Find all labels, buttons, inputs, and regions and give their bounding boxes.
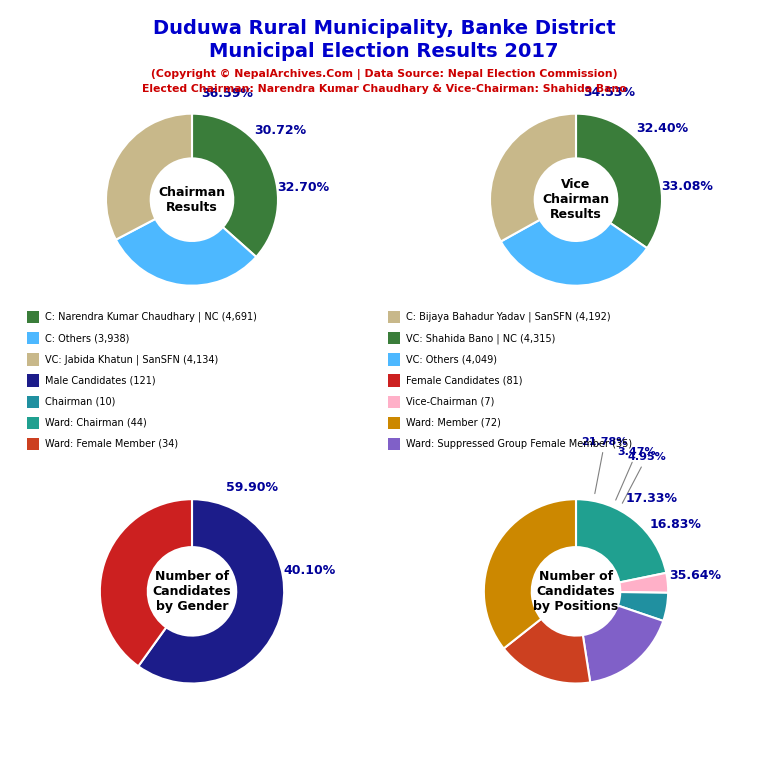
Wedge shape: [501, 220, 647, 286]
Wedge shape: [576, 114, 662, 248]
Wedge shape: [504, 619, 591, 684]
Text: 36.59%: 36.59%: [201, 87, 253, 100]
Text: Male Candidates (121): Male Candidates (121): [45, 376, 155, 386]
Text: 16.83%: 16.83%: [649, 518, 701, 531]
Text: C: Narendra Kumar Chaudhary | NC (4,691): C: Narendra Kumar Chaudhary | NC (4,691): [45, 312, 257, 323]
Wedge shape: [484, 499, 576, 648]
Text: Chairman
Results: Chairman Results: [158, 186, 226, 214]
Text: Female Candidates (81): Female Candidates (81): [406, 376, 522, 386]
Text: 4.95%: 4.95%: [622, 452, 666, 503]
Wedge shape: [490, 114, 576, 241]
Text: VC: Jabida Khatun | SanSFN (4,134): VC: Jabida Khatun | SanSFN (4,134): [45, 354, 218, 365]
Text: 59.90%: 59.90%: [226, 481, 278, 494]
Text: Ward: Female Member (34): Ward: Female Member (34): [45, 439, 177, 449]
Text: C: Others (3,938): C: Others (3,938): [45, 333, 129, 343]
Text: 21.78%: 21.78%: [581, 437, 628, 494]
Wedge shape: [619, 573, 668, 593]
Text: Vice-Chairman (7): Vice-Chairman (7): [406, 396, 494, 407]
Text: Duduwa Rural Municipality, Banke District: Duduwa Rural Municipality, Banke Distric…: [153, 19, 615, 38]
Text: 35.64%: 35.64%: [669, 568, 720, 581]
Text: Number of
Candidates
by Gender: Number of Candidates by Gender: [153, 570, 231, 613]
Wedge shape: [138, 499, 284, 684]
Text: VC: Others (4,049): VC: Others (4,049): [406, 354, 496, 365]
Text: 17.33%: 17.33%: [625, 492, 677, 505]
Text: C: Bijaya Bahadur Yadav | SanSFN (4,192): C: Bijaya Bahadur Yadav | SanSFN (4,192): [406, 312, 610, 323]
Text: Municipal Election Results 2017: Municipal Election Results 2017: [209, 42, 559, 61]
Wedge shape: [618, 592, 668, 621]
Text: Number of
Candidates
by Positions: Number of Candidates by Positions: [533, 570, 619, 613]
Wedge shape: [192, 114, 278, 257]
Text: 34.53%: 34.53%: [583, 86, 635, 99]
Text: Vice
Chairman
Results: Vice Chairman Results: [542, 178, 610, 221]
Text: VC: Shahida Bano | NC (4,315): VC: Shahida Bano | NC (4,315): [406, 333, 554, 343]
Text: (Copyright © NepalArchives.Com | Data Source: Nepal Election Commission): (Copyright © NepalArchives.Com | Data So…: [151, 69, 617, 80]
Wedge shape: [576, 499, 667, 582]
Text: Ward: Member (72): Ward: Member (72): [406, 418, 501, 428]
Text: 40.10%: 40.10%: [284, 564, 336, 577]
Text: 33.08%: 33.08%: [661, 180, 713, 194]
Text: Ward: Suppressed Group Female Member (35): Ward: Suppressed Group Female Member (35…: [406, 439, 631, 449]
Wedge shape: [100, 499, 192, 667]
Text: 30.72%: 30.72%: [254, 124, 306, 137]
Wedge shape: [583, 605, 664, 683]
Text: Ward: Chairman (44): Ward: Chairman (44): [45, 418, 146, 428]
Text: 32.70%: 32.70%: [277, 180, 329, 194]
Wedge shape: [106, 114, 192, 240]
Text: Chairman (10): Chairman (10): [45, 396, 115, 407]
Wedge shape: [116, 219, 257, 286]
Text: 32.40%: 32.40%: [637, 122, 689, 135]
Text: Elected Chairman: Narendra Kumar Chaudhary & Vice-Chairman: Shahida Bano: Elected Chairman: Narendra Kumar Chaudha…: [141, 84, 627, 94]
Text: 3.47%: 3.47%: [616, 447, 656, 500]
